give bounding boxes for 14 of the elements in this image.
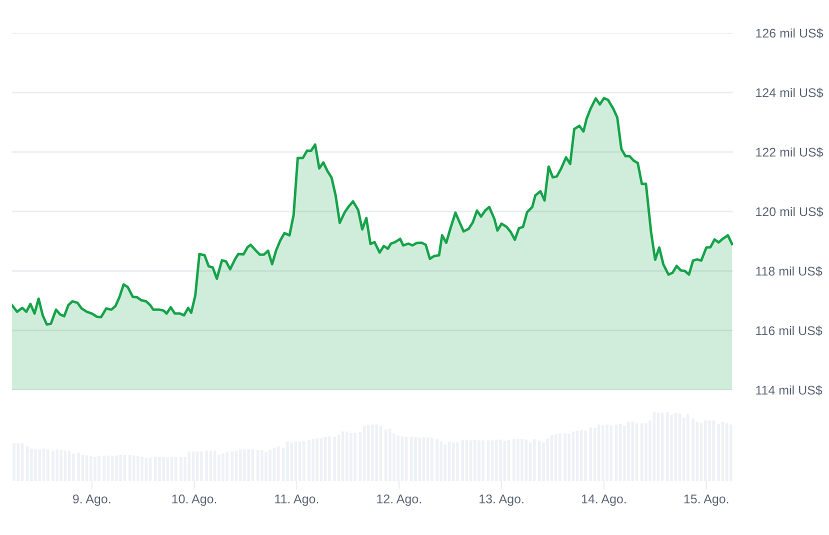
y-tick-label: 118 mil US$	[756, 266, 822, 276]
y-tick-label: 120 mil US$	[756, 206, 824, 217]
x-tick-label: 14. Ago.	[582, 494, 626, 506]
y-tick-label: 124 mil US$	[756, 88, 824, 98]
y-tick-label: 116 mil US$	[756, 326, 822, 336]
x-tick-label: 9. Ago.	[73, 494, 110, 506]
y-tick-label: 114 mil US$	[756, 385, 822, 396]
x-tick-label: 10. Ago.	[172, 494, 216, 506]
x-tick-label: 11. Ago.	[275, 494, 318, 506]
y-tick-label: 122 mil US$	[756, 147, 824, 158]
x-tick-label: 12. Ago.	[377, 494, 421, 506]
y-tick-label: 126 mil US$	[756, 28, 824, 38]
x-tick-label: 15. Ago.	[684, 494, 728, 506]
x-tick-label: 13. Ago.	[480, 494, 524, 506]
